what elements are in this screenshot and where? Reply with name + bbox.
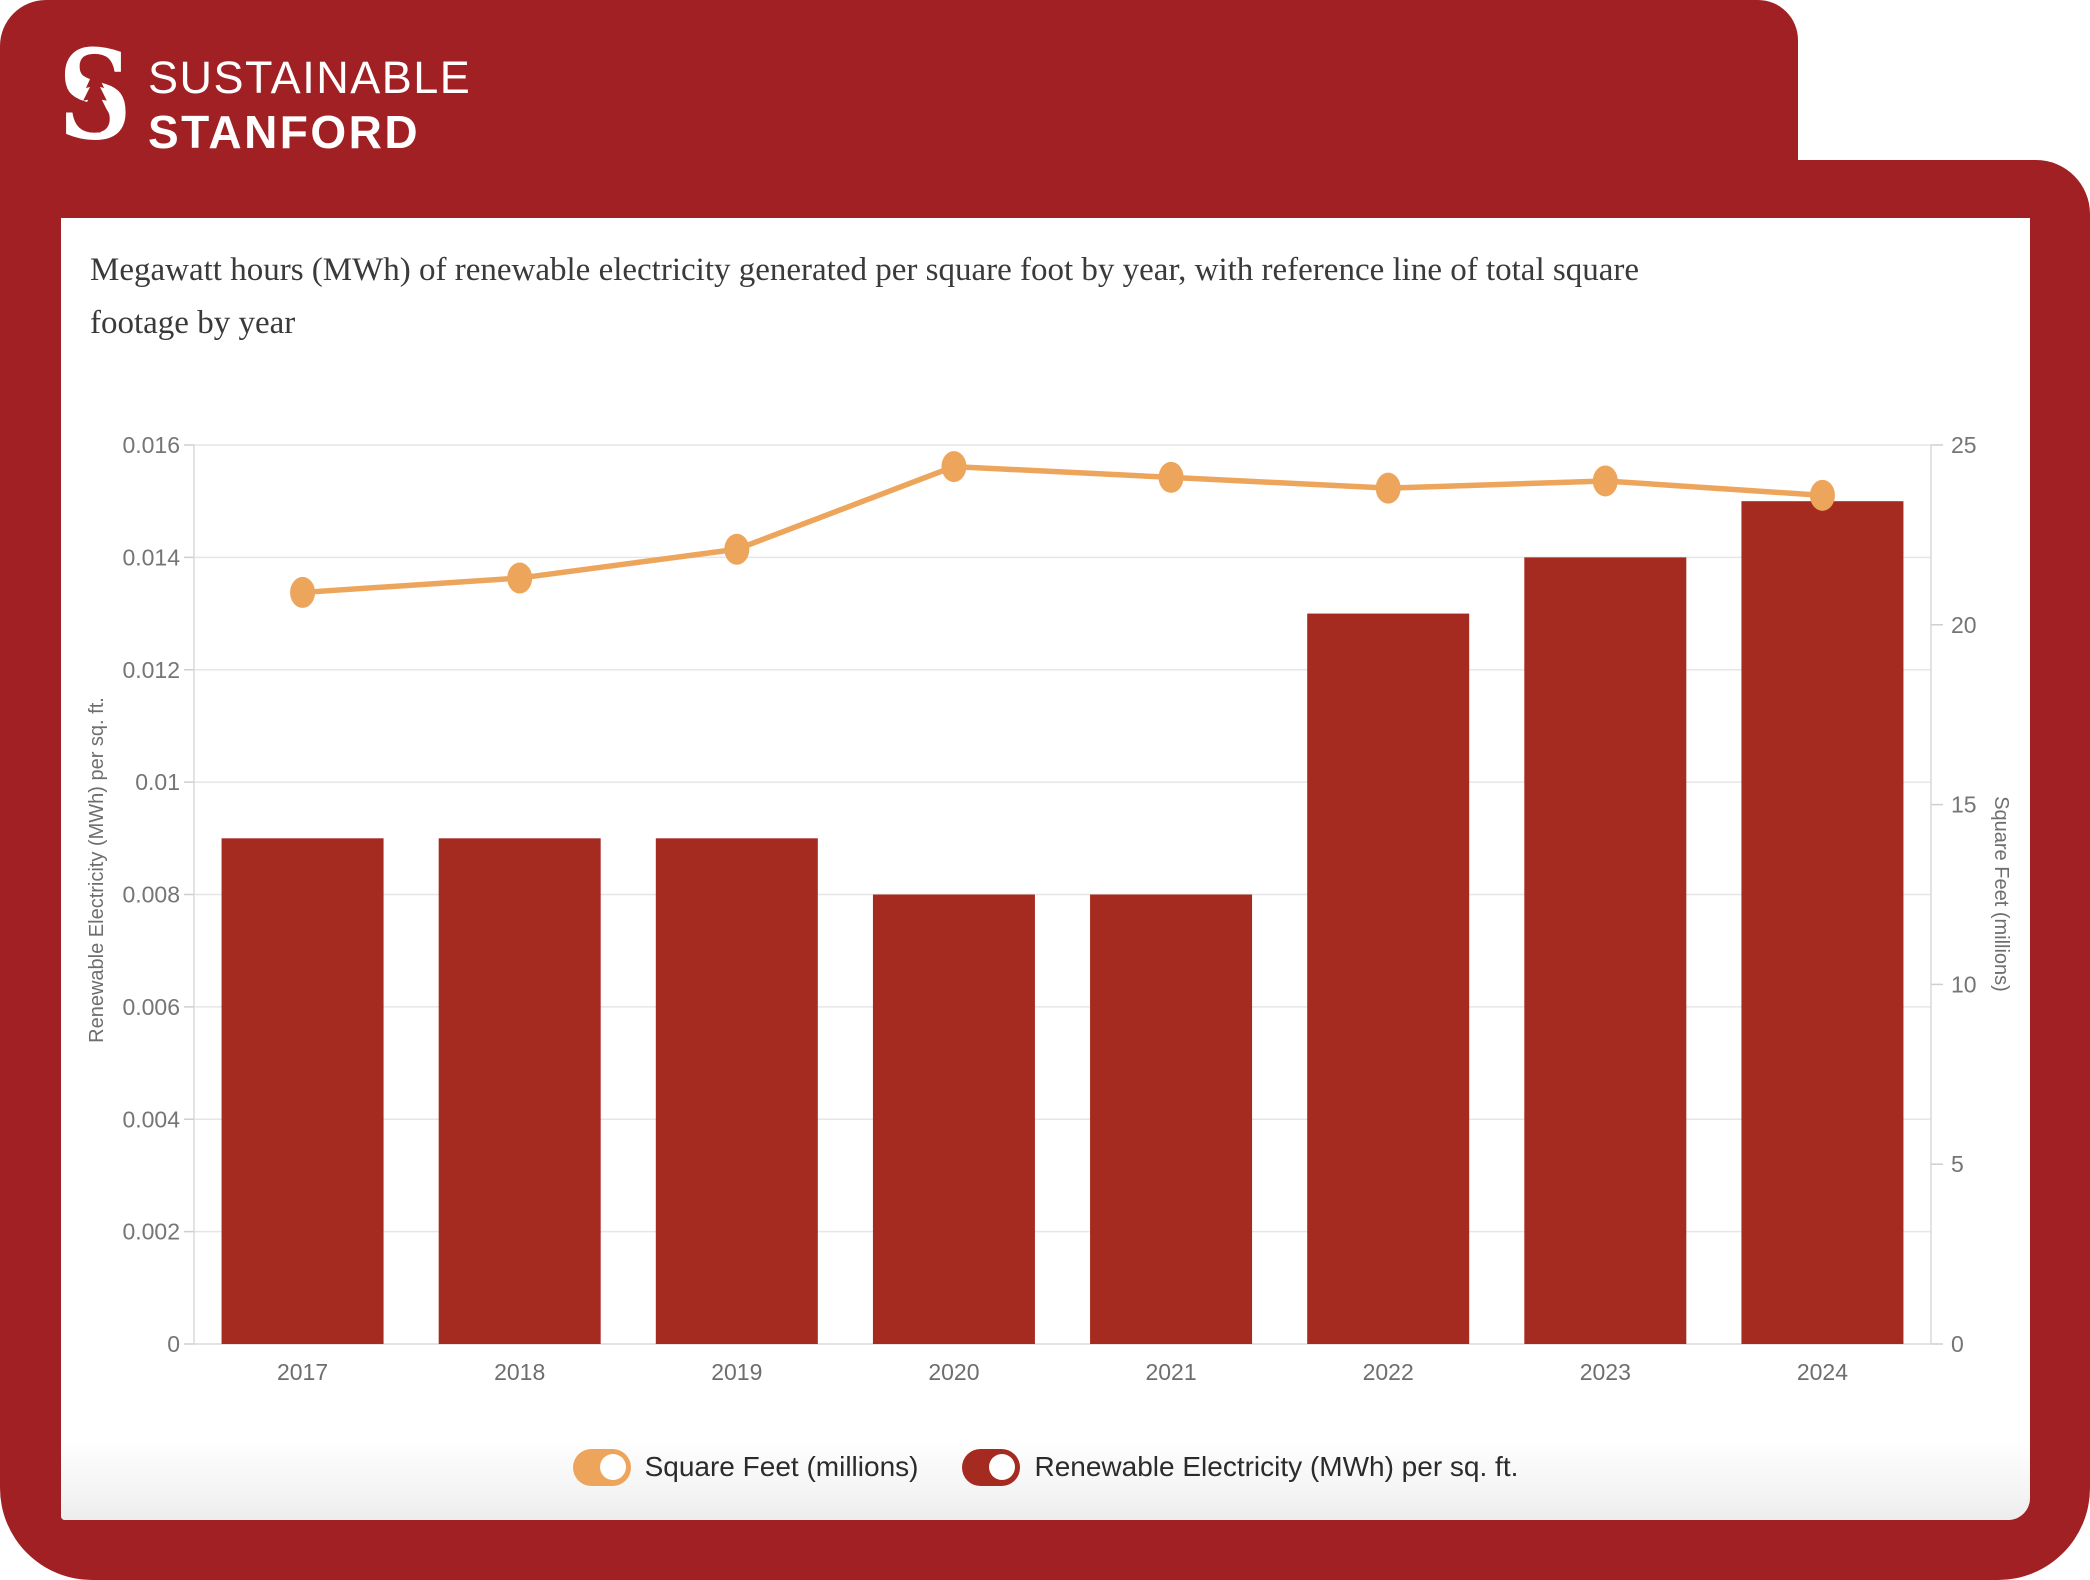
toggle-knob <box>989 1454 1016 1480</box>
bar-2024[interactable] <box>1741 501 1904 1344</box>
x-tick-label-2020: 2020 <box>928 1359 979 1385</box>
right-tick-label: 10 <box>1951 971 1977 997</box>
left-tick-label: 0.006 <box>122 994 180 1020</box>
right-tick-label: 5 <box>1951 1151 1964 1177</box>
right-tick-label: 15 <box>1951 792 1977 818</box>
line-series <box>290 451 1835 608</box>
toggle-knob <box>599 1454 626 1480</box>
marker-2018[interactable] <box>507 562 533 594</box>
tree-icon <box>81 53 109 133</box>
chart-title-line2: footage by year <box>90 305 296 341</box>
legend-item-square-feet[interactable]: Square Feet (millions) <box>572 1448 919 1486</box>
left-tick-label: 0.014 <box>122 544 180 570</box>
left-axis-title: Renewable Electricity (MWh) per sq. ft. <box>86 697 108 1043</box>
bar-series <box>221 501 1904 1345</box>
bar-2020[interactable] <box>872 894 1035 1345</box>
left-tick-label: 0.012 <box>122 657 180 683</box>
marker-2017[interactable] <box>290 576 316 608</box>
left-tick-label: 0 <box>167 1331 180 1357</box>
marker-2020[interactable] <box>941 451 967 483</box>
legend-label-renewable-electricity: Renewable Electricity (MWh) per sq. ft. <box>1034 1451 1519 1482</box>
x-tick-label-2022: 2022 <box>1363 1359 1414 1385</box>
marker-2024[interactable] <box>1809 479 1835 511</box>
x-tick-label-2023: 2023 <box>1580 1359 1631 1385</box>
marker-2019[interactable] <box>724 533 750 565</box>
left-tick-label: 0.016 <box>122 432 180 458</box>
square-feet-line <box>299 463 1826 596</box>
chart-title: Megawatt hours (MWh) of renewable electr… <box>90 244 1930 350</box>
brand-text: SUSTAINABLE STANFORD <box>148 52 471 160</box>
chart-card <box>61 218 2030 1520</box>
left-tick-label: 0.01 <box>135 769 180 795</box>
bar-2021[interactable] <box>1090 894 1253 1345</box>
right-tick-label: 20 <box>1951 612 1977 638</box>
left-tick-label: 0.004 <box>122 1106 180 1132</box>
right-axis-title: Square Feet (millions) <box>1990 796 2012 992</box>
axis-ticks: 0 0.002 0.004 0.006 0.008 0.01 0.012 0.014 0.016… <box>86 432 2012 1385</box>
legend-item-renewable-electricity[interactable]: Renewable Electricity (MWh) per sq. ft. <box>962 1448 1519 1486</box>
left-tick-label: 0.008 <box>122 882 180 908</box>
legend-toggle-renewable-electricity[interactable] <box>962 1448 1021 1486</box>
left-tick-label: 0.002 <box>122 1219 180 1245</box>
bar-2018[interactable] <box>438 838 601 1344</box>
right-tick-label: 0 <box>1951 1331 1964 1357</box>
brand-stanford: STANFORD <box>148 106 421 158</box>
x-tick-label-2024: 2024 <box>1797 1359 1848 1385</box>
x-tick-label-2017: 2017 <box>277 1359 328 1385</box>
legend-label-square-feet: Square Feet (millions) <box>644 1451 919 1482</box>
stanford-logo: S <box>58 34 131 158</box>
brand-sustainable: SUSTAINABLE <box>148 52 472 103</box>
marker-2021[interactable] <box>1158 461 1184 493</box>
x-tick-label-2018: 2018 <box>494 1359 545 1385</box>
chart-title-line1: Megawatt hours (MWh) of renewable electr… <box>90 252 1639 288</box>
bar-2019[interactable] <box>655 838 818 1344</box>
marker-2022[interactable] <box>1375 472 1401 504</box>
marker-2023[interactable] <box>1592 465 1618 497</box>
legend-toggle-square-feet[interactable] <box>572 1448 631 1486</box>
legend: Square Feet (millions) Renewable Electri… <box>61 1444 2030 1490</box>
bar-2023[interactable] <box>1524 557 1687 1344</box>
x-tick-label-2021: 2021 <box>1145 1359 1196 1385</box>
right-tick-label: 25 <box>1951 432 1977 458</box>
bar-2022[interactable] <box>1307 613 1470 1344</box>
x-tick-label-2019: 2019 <box>711 1359 762 1385</box>
bar-2017[interactable] <box>221 838 384 1344</box>
